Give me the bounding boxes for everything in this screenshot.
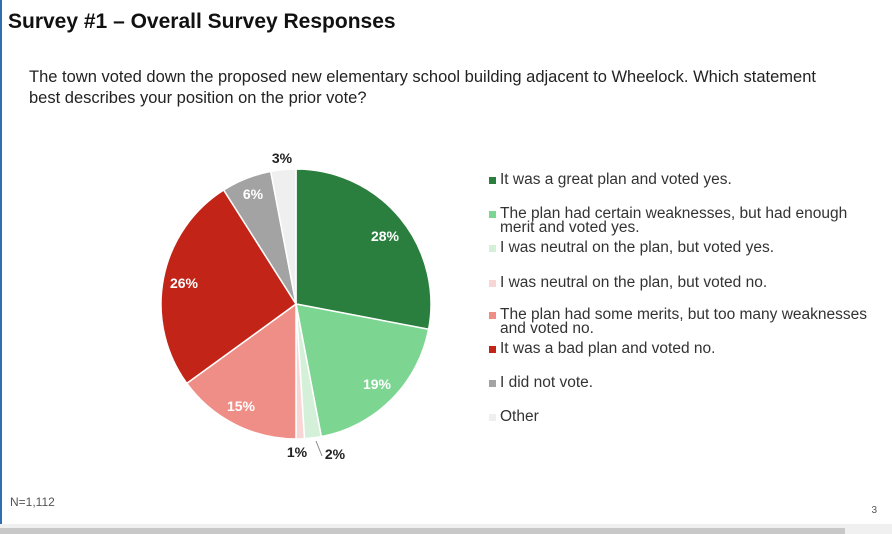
sample-size-note: N=1,112: [10, 495, 55, 509]
legend-label: Other: [500, 408, 539, 425]
legend-item: It was a great plan and voted yes.: [489, 171, 869, 188]
legend-label: I did not vote.: [500, 374, 594, 391]
pie-slice: [295, 168, 432, 331]
leader-line: [315, 440, 323, 457]
legend-item: Other: [489, 408, 869, 425]
slice-data-label: 15%: [227, 398, 256, 414]
pie-slice: [269, 168, 297, 305]
slice-data-label: 1%: [287, 444, 308, 460]
scrollbar-thumb[interactable]: [0, 528, 845, 534]
legend-label: I was neutral on the plan, but voted yes…: [500, 239, 775, 256]
page-number: 3: [871, 505, 877, 516]
legend-item: The plan had some merits, but too many w…: [489, 306, 869, 337]
bottom-scrollbar[interactable]: [0, 524, 892, 534]
legend-label: The plan had certain weaknesses, but had…: [500, 205, 848, 236]
slice-data-label: 19%: [363, 376, 392, 392]
legend-swatch: [489, 177, 496, 184]
legend-label: It was a bad plan and voted no.: [500, 340, 716, 357]
slice-data-label: 6%: [243, 186, 264, 202]
legend-item: I did not vote.: [489, 374, 869, 391]
legend-swatch: [489, 380, 496, 387]
legend-swatch: [489, 346, 496, 353]
legend-item: It was a bad plan and voted no.: [489, 340, 869, 357]
pie-slice: [160, 188, 298, 385]
slice-data-label: 28%: [371, 228, 400, 244]
page-title: Survey #1 – Overall Survey Responses: [8, 10, 396, 33]
left-accent-rule: [0, 0, 2, 534]
pie-slice: [185, 302, 297, 440]
slice-data-label: 2%: [325, 446, 346, 462]
survey-question: The town voted down the proposed new ele…: [29, 68, 816, 107]
pie-slice: [295, 303, 430, 438]
legend-swatch: [489, 211, 496, 218]
legend-label: I was neutral on the plan, but voted no.: [500, 274, 768, 291]
legend-swatch: [489, 245, 496, 252]
slice-data-label: 26%: [170, 275, 199, 291]
legend-label: It was a great plan and voted yes.: [500, 171, 732, 188]
slice-data-label: 3%: [272, 150, 293, 166]
legend-item: I was neutral on the plan, but voted yes…: [489, 239, 869, 256]
legend-swatch: [489, 414, 496, 421]
legend-label: The plan had some merits, but too many w…: [500, 306, 868, 337]
legend-swatch: [489, 280, 496, 287]
legend-item: I was neutral on the plan, but voted no.: [489, 274, 869, 291]
legend-item: The plan had certain weaknesses, but had…: [489, 205, 869, 236]
legend-swatch: [489, 312, 496, 319]
